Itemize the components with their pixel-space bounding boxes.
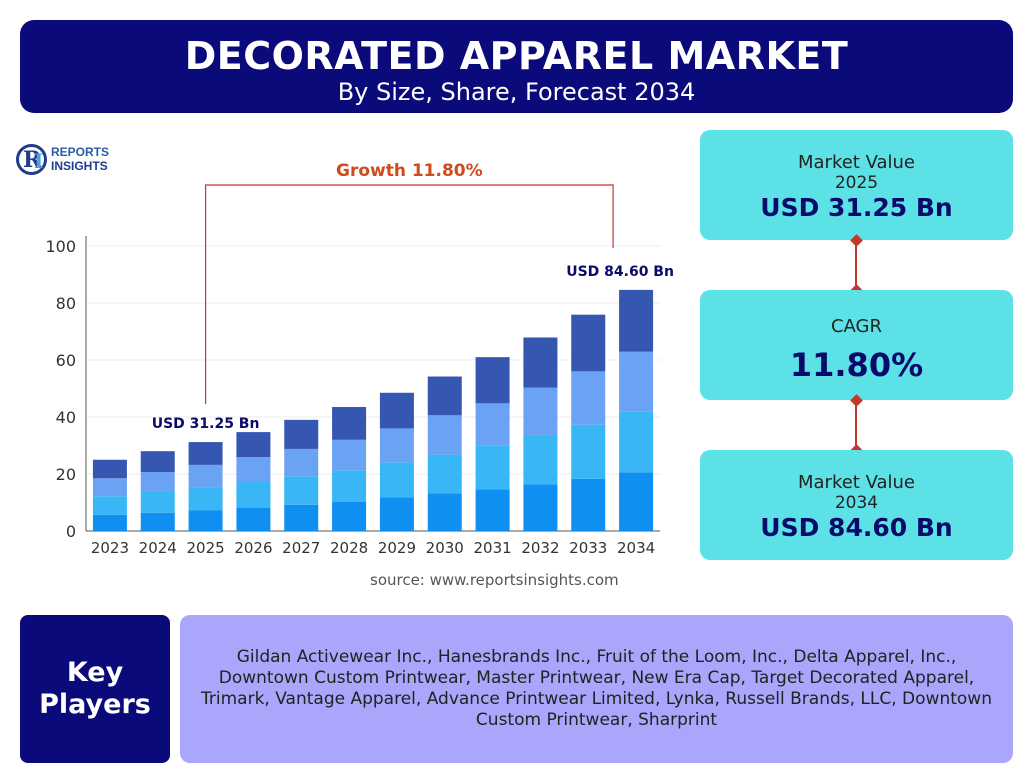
x-tick-label: 2025: [186, 539, 224, 557]
key-players-title-2: Players: [39, 689, 151, 720]
bar-segment-2031-1: [475, 489, 510, 531]
key-players-heading: Key Players: [20, 615, 170, 763]
cagr-card: CAGR 11.80%: [700, 290, 1013, 400]
bar-segment-2023-1: [92, 514, 127, 531]
bar-segment-2027-3: [284, 448, 319, 477]
bar-segment-2023-3: [92, 478, 127, 497]
key-players-text: Gildan Activewear Inc., Hanesbrands Inc.…: [201, 647, 992, 730]
x-tick-label: 2030: [426, 539, 464, 557]
bar-segment-2032-2: [523, 434, 558, 485]
card-connector-2: [855, 400, 857, 450]
bar-segment-2032-1: [523, 484, 558, 531]
stacked-bar-chart: 0 20 40 60 80 100 2023 2024 2025 2026 2027 2028 2029…: [45, 161, 674, 557]
bar-segment-2028-4: [332, 407, 367, 440]
y-tick-label: 0: [66, 522, 76, 541]
key-players-title-1: Key: [66, 657, 124, 688]
bar-segment-2024-4: [140, 451, 175, 473]
x-tick-label: 2028: [330, 539, 368, 557]
x-tick-label: 2033: [569, 539, 607, 557]
bar-segment-2030-2: [427, 454, 462, 494]
market-value-2034-year: 2034: [834, 493, 879, 513]
bar-segment-2028-3: [332, 439, 367, 471]
bar-segment-2034-1: [619, 472, 654, 531]
y-tick-label: 100: [45, 237, 76, 256]
x-tick-label: 2034: [617, 539, 655, 557]
bar-segment-2033-3: [571, 371, 606, 425]
y-tick-label: 20: [56, 465, 76, 484]
x-tick-label: 2031: [473, 539, 511, 557]
bar-segment-2024-3: [140, 472, 175, 492]
bar-segment-2031-3: [475, 403, 510, 446]
bar-segment-2029-1: [379, 497, 414, 531]
source-note: source: www.reportsinsights.com: [370, 571, 619, 589]
bar-segment-2023-4: [92, 459, 127, 479]
bar-segment-2028-1: [332, 501, 367, 531]
bar-segment-2034-2: [619, 411, 654, 473]
logo-word-2: INSIGHTS: [51, 159, 108, 173]
bar-segment-2029-4: [379, 392, 414, 429]
bar-segment-2033-4: [571, 314, 606, 372]
page-subtitle: By Size, Share, Forecast 2034: [337, 78, 696, 106]
growth-label: Growth 11.80%: [336, 161, 483, 181]
bar-segment-2032-4: [523, 337, 558, 388]
market-value-2034-card: Market Value 2034 USD 84.60 Bn: [700, 450, 1013, 560]
x-tick-label: 2032: [521, 539, 559, 557]
x-tick-label: 2027: [282, 539, 320, 557]
bar-segment-2027-1: [284, 504, 319, 531]
x-tick-label: 2023: [91, 539, 129, 557]
page-title: DECORATED APPAREL MARKET: [184, 34, 849, 78]
bar-segment-2023-2: [92, 496, 127, 515]
bar-segment-2034-3: [619, 351, 654, 412]
bar-segment-2031-4: [475, 357, 510, 404]
header-banner: DECORATED APPAREL MARKET By Size, Share,…: [20, 20, 1013, 113]
cagr-label: CAGR: [830, 316, 883, 337]
bar-segment-2024-2: [140, 491, 175, 513]
bar-segment-2029-2: [379, 462, 414, 498]
market-value-2025-year: 2025: [834, 173, 879, 193]
x-tick-label: 2026: [234, 539, 272, 557]
market-value-2025-value: USD 31.25 Bn: [760, 193, 953, 222]
bar-segment-2025-4: [188, 442, 223, 465]
logo-word-1: REPORTS: [51, 145, 110, 159]
cagr-value: 11.80%: [789, 346, 924, 384]
end-value-label: USD 84.60 Bn: [566, 264, 674, 280]
x-tick-label: 2029: [378, 539, 416, 557]
key-players-list: Gildan Activewear Inc., Hanesbrands Inc.…: [180, 615, 1013, 763]
y-tick-label: 40: [56, 408, 76, 427]
bar-segment-2030-4: [427, 376, 462, 416]
bar-segment-2028-2: [332, 470, 367, 502]
bar-segment-2027-4: [284, 419, 319, 449]
bar-segment-2025-2: [188, 487, 223, 511]
bar-segment-2032-3: [523, 387, 558, 435]
bar-segment-2029-3: [379, 428, 414, 463]
x-tick-label: 2024: [139, 539, 177, 557]
market-value-2025-label: Market Value: [797, 152, 916, 173]
bar-segment-2026-3: [236, 457, 271, 482]
y-tick-label: 60: [56, 351, 76, 370]
bar-segment-2033-2: [571, 424, 606, 479]
growth-bracket: [204, 184, 614, 405]
bar-segment-2027-2: [284, 476, 319, 505]
bar-segment-2024-1: [140, 512, 175, 531]
bar-segment-2025-1: [188, 510, 223, 531]
y-tick-label: 80: [56, 294, 76, 313]
bar-segment-2026-2: [236, 481, 271, 508]
card-connector-1: [855, 240, 857, 290]
market-value-2034-value: USD 84.60 Bn: [760, 513, 953, 542]
bar-segment-2025-3: [188, 464, 223, 488]
start-value-label: USD 31.25 Bn: [152, 416, 260, 432]
market-value-2025-card: Market Value 2025 USD 31.25 Bn: [700, 130, 1013, 240]
bar-segment-2031-2: [475, 445, 510, 490]
bar-segment-2033-1: [571, 478, 606, 531]
bar-segment-2026-1: [236, 507, 271, 531]
bar-segment-2030-1: [427, 493, 462, 531]
market-value-2034-label: Market Value: [797, 472, 916, 493]
bar-segment-2030-3: [427, 415, 462, 455]
bar-segment-2034-4: [619, 289, 654, 352]
bar-segment-2026-4: [236, 432, 271, 458]
